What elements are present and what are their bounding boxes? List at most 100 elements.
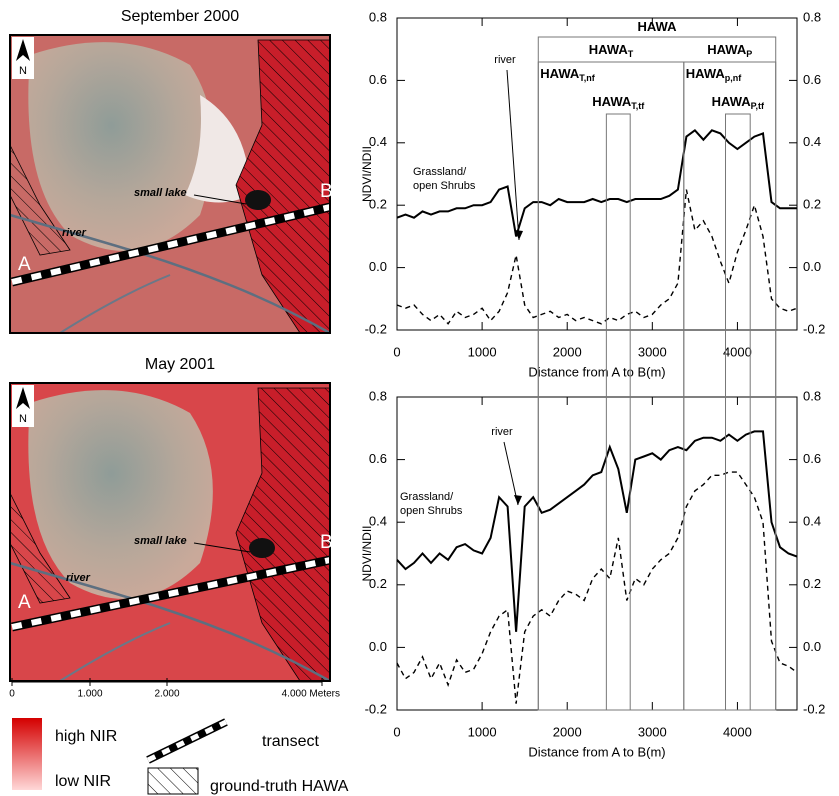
x-tick-label: 0 — [393, 724, 400, 739]
hawa-label-main: HAWA — [540, 66, 580, 81]
hawa-label: HAWAP — [707, 42, 752, 59]
hawa-label: HAWA — [638, 19, 678, 34]
hawa-label: HAWAT — [589, 42, 634, 59]
y-tick-label: -0.2 — [365, 321, 387, 336]
lake — [245, 190, 271, 210]
transect-sample-outline — [148, 722, 226, 760]
lake-label: small lake — [134, 187, 187, 199]
hawa-label-main: HAWA — [592, 94, 632, 109]
hatch-sample — [148, 768, 198, 794]
y-tick-label: 0.8 — [369, 9, 387, 24]
point-b: B — [320, 532, 333, 553]
hawa-zone — [606, 114, 630, 710]
plot-frame — [397, 397, 797, 710]
north-label: N — [19, 65, 27, 77]
y-tick-label: 0.0 — [369, 259, 387, 274]
scale-label: 4.000 Meters — [282, 689, 340, 700]
hawa-label-sub: T,nf — [579, 73, 595, 83]
lake — [249, 538, 275, 558]
y-tick-label: 0.6 — [369, 72, 387, 87]
y2-tick-label: 0.6 — [803, 72, 821, 87]
chart-panels: -0.2 -0.2 0.0 0.0 0.2 0.2 0.4 0.4 0.6 0.6 0.8 0.8 0 1… — [360, 9, 825, 759]
legend-high: high NIR — [55, 728, 117, 745]
river-label: river — [62, 227, 87, 239]
point-a: A — [18, 254, 31, 275]
hawa-label-main: HAWA — [686, 66, 726, 81]
point-b: B — [320, 181, 333, 202]
hawa-label: HAWAT,tf — [592, 94, 645, 111]
chart: -0.2-0.20.00.00.20.20.40.40.60.60.80.801… — [360, 9, 825, 379]
hawa-label-main: HAWA — [589, 42, 629, 57]
x-tick-label: 1000 — [468, 724, 497, 739]
map-title: May 2001 — [145, 356, 215, 373]
y2-tick-label: -0.2 — [803, 701, 825, 716]
hawa-label-main: HAWA — [712, 94, 752, 109]
legend-low: low NIR — [55, 773, 111, 790]
x-axis-title: Distance from A to B(m) — [528, 744, 665, 759]
y2-tick-label: 0.6 — [803, 451, 821, 466]
map-title: September 2000 — [121, 8, 239, 25]
y-tick-label: 0.0 — [369, 639, 387, 654]
hawa-label-main: HAWA — [638, 19, 678, 34]
hawa-label-sub: p,nf — [725, 73, 742, 83]
series-line — [397, 431, 797, 631]
hawa-zone — [726, 114, 751, 710]
y2-tick-label: 0.0 — [803, 639, 821, 654]
legend-hawa: ground-truth HAWA — [210, 778, 349, 795]
scale-label: 0 — [9, 689, 15, 700]
x-tick-label: 4000 — [723, 344, 752, 359]
x-tick-label: 2000 — [553, 724, 582, 739]
river-label: river — [66, 572, 91, 584]
grassland-annotation: open Shrubs — [413, 180, 476, 192]
point-a: A — [18, 592, 31, 613]
y2-tick-label: -0.2 — [803, 321, 825, 336]
hawa-label-sub: P,tf — [751, 101, 765, 111]
map-legend: high NIR low NIR transect ground-truth H… — [9, 678, 349, 795]
hawa-label: HAWAP,tf — [712, 94, 765, 111]
y-tick-label: 0.8 — [369, 388, 387, 403]
y-axis-title: NDVI/NDII — [360, 525, 374, 581]
grassland-annotation: open Shrubs — [400, 505, 463, 517]
x-tick-label: 4000 — [723, 724, 752, 739]
series-line — [397, 190, 797, 324]
grassland-annotation: Grassland/ — [400, 491, 454, 503]
figure: September 2000 Nsmall lake river A B May 2001… — [0, 0, 839, 796]
grassland-annotation: Grassland/ — [413, 166, 467, 178]
x-tick-label: 3000 — [638, 344, 667, 359]
hawa-label: HAWAp,nf — [686, 66, 742, 83]
y-axis-title: NDVI/NDII — [360, 146, 374, 202]
x-tick-label: 2000 — [553, 344, 582, 359]
x-tick-label: 0 — [393, 344, 400, 359]
x-tick-label: 3000 — [638, 724, 667, 739]
river-arrowhead — [514, 495, 522, 505]
x-tick-label: 1000 — [468, 344, 497, 359]
y2-tick-label: 0.8 — [803, 388, 821, 403]
y2-tick-label: 0.8 — [803, 9, 821, 24]
hawa-zone — [684, 62, 776, 710]
hawa-label: HAWAT,nf — [540, 66, 595, 83]
nir-gradient — [12, 718, 42, 790]
y2-tick-label: 0.2 — [803, 197, 821, 212]
hawa-zone — [538, 62, 684, 710]
y-tick-label: 0.6 — [369, 451, 387, 466]
lake-label: small lake — [134, 535, 187, 547]
y2-tick-label: 0.4 — [803, 514, 821, 529]
river-annotation: river — [491, 426, 513, 438]
hawa-label-main: HAWA — [707, 42, 747, 57]
scale-label: 1.000 — [77, 689, 102, 700]
hawa-label-sub: T — [628, 49, 634, 59]
scale-label: 2.000 — [154, 689, 179, 700]
hawa-label-sub: P — [746, 49, 752, 59]
hawa-label-sub: T,tf — [631, 101, 645, 111]
north-label: N — [19, 413, 27, 425]
y2-tick-label: 0.4 — [803, 134, 821, 149]
legend-transect: transect — [262, 733, 319, 750]
y2-tick-label: 0.0 — [803, 259, 821, 274]
x-axis-title: Distance from A to B(m) — [528, 364, 665, 379]
y2-tick-label: 0.2 — [803, 576, 821, 591]
y-tick-label: -0.2 — [365, 701, 387, 716]
